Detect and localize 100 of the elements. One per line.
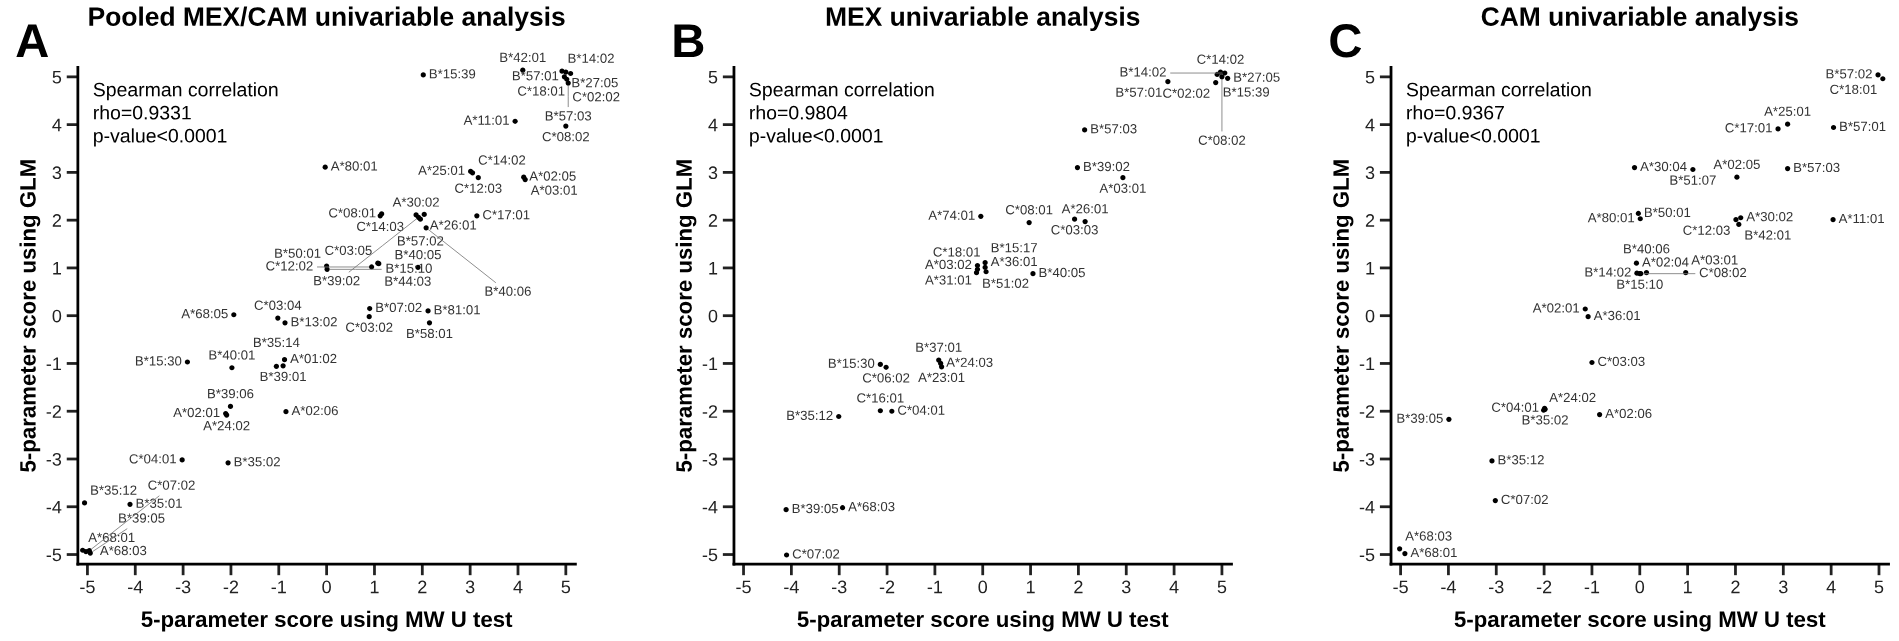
x-tick-label: 0 — [1635, 580, 1645, 594]
annotation: A*02:06 — [291, 405, 338, 416]
annotation: A*31:01 — [924, 275, 972, 285]
x-tick-label: 4 — [1826, 580, 1836, 594]
y-tick-label: -1 — [46, 357, 62, 370]
annotation: B*15:10 — [1617, 279, 1663, 289]
x-tick-label: 5 — [1217, 580, 1227, 594]
y-tick-label: -5 — [46, 548, 62, 562]
y-tick-label: 3 — [1365, 166, 1375, 180]
annotation: B*39:05 — [792, 503, 839, 514]
y-tick-label: 1 — [53, 262, 62, 275]
annotation: A*02:05 — [1713, 159, 1760, 170]
y-tick-label: 4 — [1365, 118, 1375, 132]
x-tick-label: 1 — [1026, 580, 1035, 594]
annotation: C*07:02 — [1501, 494, 1548, 505]
annotation: A*24:03 — [946, 357, 993, 367]
annotation: C*08:02 — [1699, 267, 1747, 278]
annotation: A*26:01 — [1061, 204, 1108, 214]
x-tick-label: 2 — [1731, 580, 1740, 594]
annotation: B*40:05 — [1039, 267, 1085, 278]
annotation: C*07:02 — [148, 480, 195, 490]
annotation: B*57:03 — [545, 111, 592, 121]
annotation: B*14:02 — [1585, 267, 1631, 277]
annotation: A*03:01 — [1691, 255, 1738, 265]
annotation: A*03:01 — [530, 185, 578, 195]
annotation: C*12:03 — [1683, 225, 1730, 235]
y-tick-label: 2 — [52, 214, 61, 227]
annotation: C*18:01 — [933, 247, 980, 257]
y-tick-label: 2 — [1365, 214, 1375, 227]
annotation: C*07:02 — [792, 549, 840, 559]
annotation: C*08:01 — [1005, 205, 1053, 215]
annotation: A*36:01 — [990, 256, 1037, 267]
y-tick-label: 1 — [709, 262, 718, 275]
annotation: C*17:01 — [483, 210, 530, 220]
annotation: C*18:01 — [1830, 84, 1877, 95]
x-tick-label: -4 — [128, 580, 143, 594]
annotation: B*39:05 — [119, 513, 165, 523]
annotation: A*30:02 — [1746, 211, 1793, 222]
annotation: C*16:01 — [857, 393, 904, 403]
x-tick-label: -5 — [736, 580, 751, 594]
annotation: A*68:03 — [848, 501, 895, 512]
annotation: Spearman correlation rho=0.9367 p-value<0.0001 — [1406, 82, 1591, 147]
annotation: C*02:02 — [1163, 88, 1210, 98]
annotation: B*35:12 — [787, 410, 833, 421]
annotation: A*25:01 — [1764, 106, 1811, 116]
annotation: B*13:02 — [291, 317, 337, 327]
annotation: A*02:04 — [1642, 257, 1689, 267]
annotation: C*12:02 — [266, 261, 313, 271]
y-tick-label: 4 — [708, 118, 718, 132]
annotation: A*30:02 — [392, 197, 439, 207]
annotation: B*35:12 — [1498, 455, 1544, 465]
annotation: B*15:30 — [135, 356, 182, 366]
annotation: C*14:02 — [478, 155, 526, 165]
annotation: B*14:02 — [568, 53, 614, 63]
annotation: C*03:03 — [1598, 356, 1645, 367]
annotation: A*11:01 — [463, 115, 509, 125]
chart-title: MEX univariable analysis — [826, 6, 1140, 32]
annotation: B*15:17 — [991, 243, 1037, 253]
annotation: A*24:02 — [203, 420, 250, 431]
annotation: A*80:01 — [330, 161, 378, 171]
y-tick-label: 5 — [52, 70, 62, 84]
annotation: A*68:01 — [1410, 547, 1457, 558]
y-tick-label: -5 — [1359, 548, 1375, 562]
annotation: B*44:03 — [385, 276, 431, 286]
annotation: B*35:01 — [136, 498, 182, 508]
x-tick-label: -2 — [879, 580, 895, 594]
annotation: C*12:03 — [455, 183, 502, 193]
x-tick-label: -3 — [1489, 580, 1504, 594]
x-tick-label: -1 — [271, 580, 286, 594]
y-tick-label: 5 — [1365, 70, 1375, 84]
annotation: C*06:02 — [862, 373, 910, 383]
annotation: C*03:05 — [325, 245, 372, 255]
y-tick-label: -2 — [1359, 405, 1375, 418]
y-tick-label: 4 — [52, 118, 62, 132]
x-tick-label: 4 — [513, 580, 523, 594]
annotation: B*57:03 — [1091, 124, 1137, 134]
annotation: B*40:06 — [485, 286, 531, 296]
annotation: A*80:01 — [1587, 212, 1635, 223]
annotation: A*74:01 — [928, 210, 975, 220]
y-tick-label: -4 — [1359, 500, 1375, 514]
annotation: B*57:03 — [1794, 162, 1840, 173]
annotation: Spearman correlation rho=0.9804 p-value<0.0001 — [749, 82, 934, 147]
x-tick-label: -3 — [831, 580, 847, 594]
text: C — [1330, 24, 1362, 58]
text: B — [674, 24, 704, 58]
y-tick-label: -1 — [1359, 357, 1375, 370]
annotation: A*68:03 — [1405, 531, 1452, 541]
y-axis-title: 5-parameter score using GLM — [1332, 160, 1354, 472]
y-tick-label: 2 — [708, 214, 718, 227]
x-tick-label: 2 — [418, 580, 427, 594]
annotation: A*24:02 — [1549, 392, 1596, 403]
annotation: A*30:04 — [1640, 161, 1687, 172]
y-tick-label: -3 — [702, 452, 718, 466]
annotation: B*35:02 — [1522, 415, 1568, 425]
annotation: B*57:02 — [1826, 69, 1872, 79]
annotation: A*68:03 — [99, 545, 147, 556]
annotation: B*39:02 — [314, 275, 360, 286]
annotation: A*26:01 — [429, 220, 477, 230]
annotation: A*68:01 — [88, 532, 135, 543]
annotation: C*02:02 — [573, 92, 620, 102]
